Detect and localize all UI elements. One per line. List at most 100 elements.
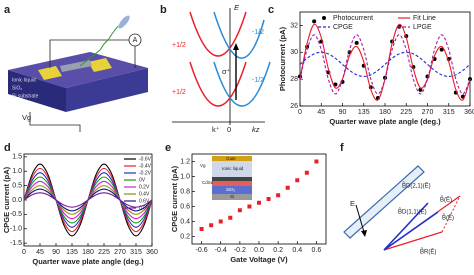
x-tick-label: 135: [66, 249, 78, 256]
x-tick-label: 0.6: [312, 247, 322, 254]
legend-label: CPGE: [333, 24, 353, 31]
x-tick-label: 225: [98, 249, 110, 256]
layer: [212, 156, 252, 161]
y-tick-label: 26: [290, 103, 298, 110]
data-point: [418, 87, 423, 92]
y-tick-label: 32: [290, 22, 298, 29]
arrow-head: [233, 43, 239, 50]
x-tick-label: 315: [443, 109, 455, 116]
x-tick-label: 90: [52, 249, 60, 256]
x-tick-label: 90: [339, 109, 347, 116]
spin-label: -1/2: [252, 77, 264, 84]
y-axis-label: CPGE current (pA): [2, 166, 11, 233]
x-tick-label: 180: [379, 109, 391, 116]
inset-label: Vg: [200, 163, 206, 168]
legend-label: 0V: [139, 177, 146, 183]
data-point: [266, 197, 271, 201]
legend-label: Fit Line: [413, 15, 436, 22]
data-point: [285, 185, 290, 190]
data-point: [257, 200, 261, 205]
x-tick-label: 270: [114, 249, 126, 256]
arrow-head: [361, 230, 367, 237]
gate-label: Vg: [22, 113, 31, 122]
y-axis-label: Photocurrent (pA): [278, 26, 287, 91]
x-tick-label: -0.6: [196, 247, 208, 254]
y-tick-label: 0.5: [12, 182, 22, 189]
energy-label: E: [234, 3, 240, 12]
spin-label: +1/2: [172, 89, 186, 96]
layer: [212, 177, 252, 181]
x-tick-label: 360: [146, 249, 158, 256]
ammeter-label: A: [133, 37, 138, 44]
layer-label: Si substrate: [12, 93, 39, 99]
y-axis-label: CPGE current (pA): [170, 165, 179, 232]
layer: [212, 161, 252, 177]
vector: [383, 211, 439, 251]
data-point: [304, 170, 309, 175]
vector-label: B̃D(2,1)(Ẽ): [402, 183, 431, 190]
x-tick-label: 0.0: [254, 247, 264, 254]
x-tick-label: 270: [422, 109, 434, 116]
x-tick-label: -0.4: [215, 247, 227, 254]
y-tick-label: 28: [290, 76, 298, 83]
slab-side: [66, 68, 148, 112]
y-tick-label: 1.0: [180, 173, 190, 180]
y-tick-label: 30: [290, 49, 298, 56]
x-axis-label: Quarter wave plate angle (deg.): [329, 117, 441, 126]
legend-label: Photocurrent: [333, 15, 373, 22]
vector-diagram: E B̃D(2,1)(Ẽ) B̃D(1,1)(Ẽ) B̃(Ẽ) B̃(Ẽ) B̃…: [343, 165, 461, 256]
legend-label: LPGE: [413, 24, 432, 31]
y-tick-label: 0.2: [180, 233, 190, 240]
y-tick-label: 0.0: [12, 197, 22, 204]
band: [189, 61, 247, 107]
x-tick-label: 180: [82, 249, 94, 256]
band: [213, 11, 265, 59]
x-tick-label: 360: [464, 109, 474, 116]
legend-label: -0.4V: [139, 163, 152, 169]
ammeter: [128, 33, 142, 47]
y-tick-label: -1.5: [10, 240, 22, 247]
gate-wire: [29, 112, 81, 132]
inset-label: SiO₂: [226, 187, 236, 192]
zero-label: 0: [227, 125, 231, 134]
y-tick-label: -0.5: [10, 211, 22, 218]
series-line: [299, 23, 471, 101]
vector-label: B̃D(1,1)(Ẽ): [398, 209, 427, 216]
layer-label: Ionic liquid: [12, 77, 36, 83]
nanowire: [343, 165, 425, 239]
inset-label: Ionic liquid: [222, 166, 244, 171]
kz-label: kz: [252, 125, 260, 134]
spin-label: +1/2: [172, 42, 186, 49]
x-tick-label: 0: [298, 109, 302, 116]
field-label: E: [350, 199, 355, 208]
data-point: [228, 215, 233, 220]
x-tick-label: 0: [22, 249, 26, 256]
legend-label: -0.2V: [139, 170, 152, 176]
panel-label: f: [340, 142, 344, 154]
vector: [383, 202, 429, 251]
vector-label: B̃(Ẽ): [442, 215, 454, 222]
legend-label: 0.2V: [139, 184, 150, 190]
data-point: [218, 219, 223, 224]
data-point: [237, 208, 242, 213]
data-point: [209, 223, 214, 228]
data-point: [312, 19, 317, 24]
series-line: [23, 192, 153, 208]
legend-label: 0.4V: [139, 191, 150, 197]
vector: [383, 231, 443, 251]
layer: [212, 181, 252, 186]
panel-label: e: [165, 142, 171, 154]
series-line: [299, 34, 471, 95]
light-beam: [79, 25, 119, 67]
x-tick-label: 0.2: [273, 247, 283, 254]
band: [189, 11, 247, 57]
x-tick-label: 45: [36, 249, 44, 256]
plot-frame: [299, 11, 471, 107]
contact: [38, 66, 62, 80]
contact: [88, 58, 112, 72]
y-tick-label: 0.4: [180, 218, 190, 225]
data-point: [295, 178, 300, 183]
x-axis-label: Gate Voltage (V): [230, 255, 288, 264]
slab-top: [8, 52, 148, 88]
